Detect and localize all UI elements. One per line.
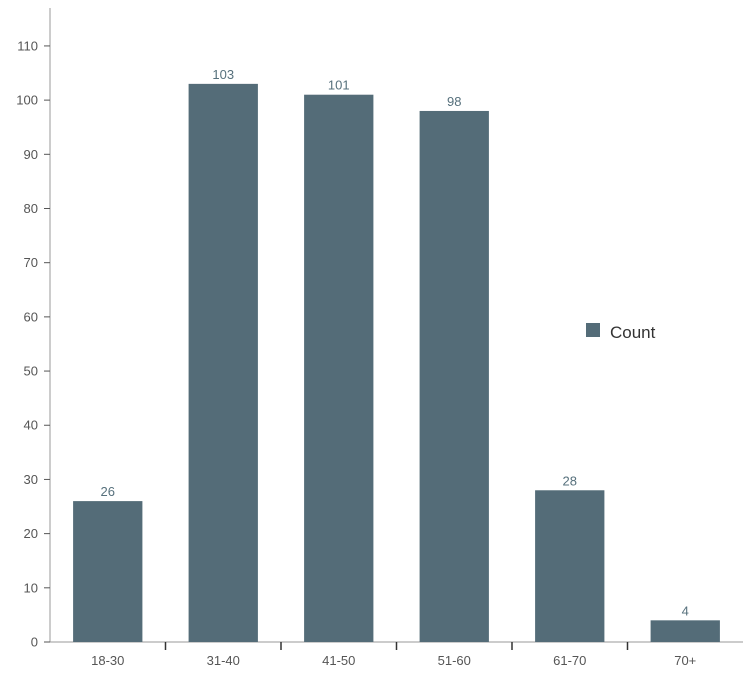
bar[interactable] — [304, 94, 374, 642]
legend-swatch — [586, 323, 600, 337]
bar[interactable] — [650, 620, 720, 642]
y-axis: 0 10 20 30 40 50 60 70 80 90 100 110 — [16, 8, 51, 650]
y-tick-label: 90 — [24, 147, 38, 162]
y-tick-label: 0 — [31, 635, 38, 650]
bar-value-label: 28 — [563, 473, 577, 488]
bars — [73, 83, 720, 642]
bar-value-label: 103 — [212, 67, 234, 82]
x-tick-label: 18-30 — [91, 653, 124, 668]
legend[interactable]: Count — [586, 323, 656, 342]
y-tick-label: 70 — [24, 255, 38, 270]
y-tick-label: 60 — [24, 309, 38, 324]
bar[interactable] — [188, 83, 258, 642]
y-tick-label: 40 — [24, 418, 38, 433]
y-tick-label: 30 — [24, 472, 38, 487]
x-tick-label: 31-40 — [207, 653, 240, 668]
y-tick-label: 50 — [24, 364, 38, 379]
bar[interactable] — [73, 501, 143, 642]
x-tick-label: 61-70 — [553, 653, 586, 668]
legend-label: Count — [610, 323, 656, 342]
x-tick-label: 51-60 — [438, 653, 471, 668]
y-tick-label: 100 — [16, 93, 38, 108]
y-tick-label: 110 — [17, 38, 38, 53]
x-tick-label: 41-50 — [322, 653, 355, 668]
bar[interactable] — [535, 490, 605, 642]
x-axis: 18-30 31-40 41-50 51-60 61-70 70+ — [50, 641, 743, 668]
value-labels: 26 103 101 98 28 4 — [101, 67, 689, 618]
bar-value-label: 101 — [328, 78, 350, 93]
y-tick-label: 80 — [24, 201, 38, 216]
x-tick-label: 70+ — [674, 653, 696, 668]
bar[interactable] — [419, 110, 489, 642]
bar-value-label: 26 — [101, 484, 115, 499]
bar-value-label: 98 — [447, 94, 461, 109]
y-tick-label: 10 — [24, 580, 38, 595]
bar-value-label: 4 — [682, 603, 689, 618]
y-tick-label: 20 — [24, 526, 38, 541]
